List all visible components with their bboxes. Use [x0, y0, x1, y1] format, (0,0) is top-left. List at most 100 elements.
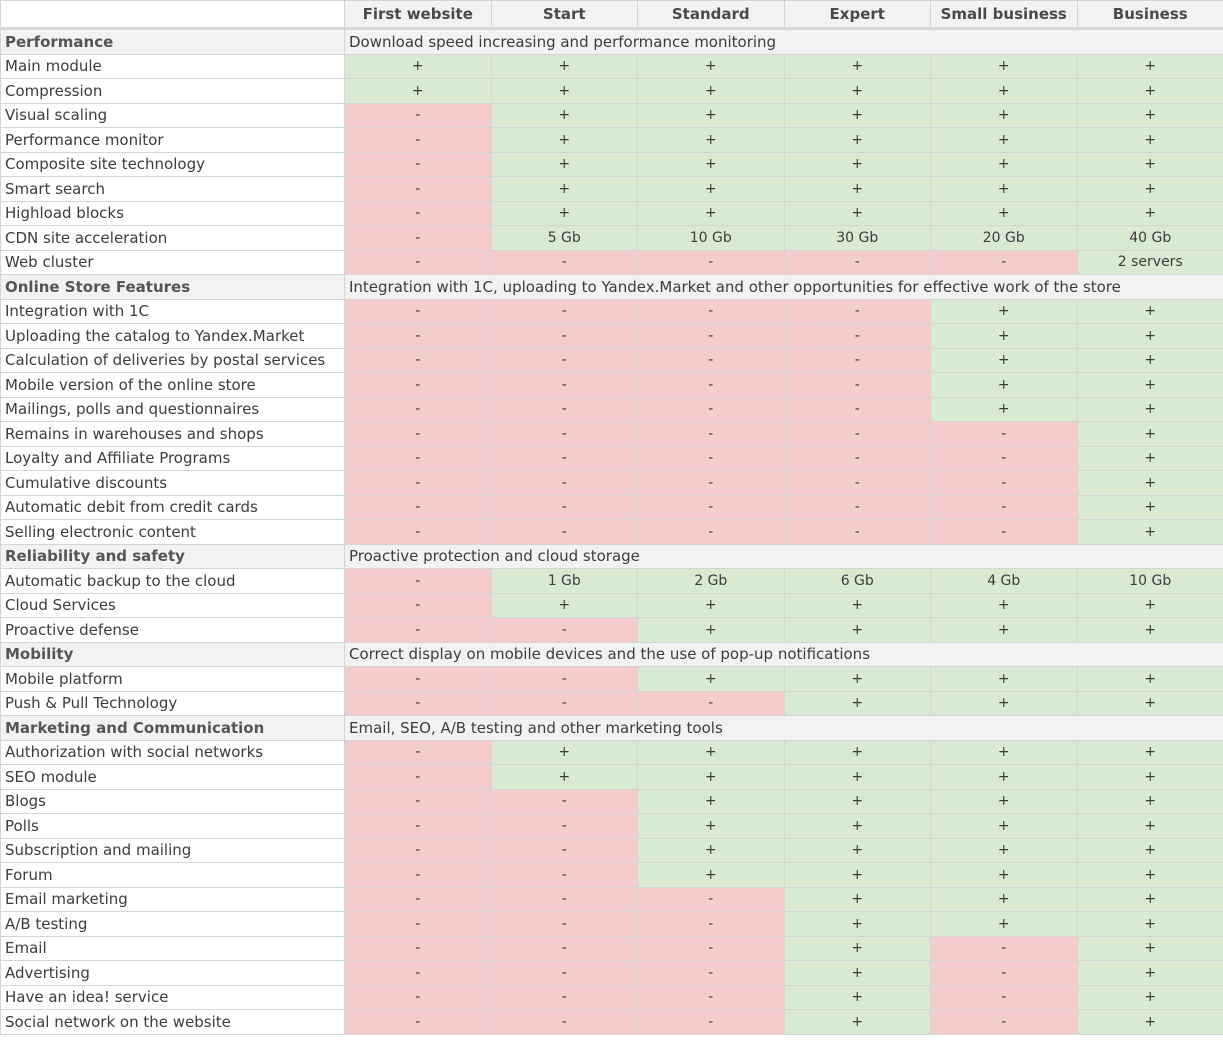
plan-value-cell: +	[783, 935, 931, 961]
plan-value-cell: -	[783, 396, 931, 422]
plan-value-cell: -	[783, 494, 931, 520]
plan-value-cell: +	[344, 53, 492, 79]
header-row: First website Start Standard Expert Smal…	[0, 0, 1223, 30]
plan-value-cell: +	[1076, 78, 1223, 104]
table-row: Remains in warehouses and shops - - - - - +	[0, 421, 1223, 447]
plan-value-cell: -	[344, 788, 492, 814]
plan-value-cell: -	[783, 249, 931, 275]
plan-value-cell: -	[344, 347, 492, 373]
table-row: Subscription and mailing - - + + + +	[0, 837, 1223, 863]
plan-value-cell: +	[930, 764, 1078, 790]
plan-value-cell: -	[490, 445, 638, 471]
plan-value-cell: -	[637, 984, 785, 1010]
plan-value-cell: 20 Gb	[930, 225, 1078, 251]
plan-value-cell: +	[1076, 764, 1223, 790]
feature-name: Forum	[0, 862, 345, 888]
plan-value-cell: +	[1076, 911, 1223, 937]
feature-name: Mobile version of the online store	[0, 372, 345, 398]
plan-value-cell: -	[344, 813, 492, 839]
plan-value-cell: +	[637, 176, 785, 202]
plan-value-cell: -	[637, 519, 785, 545]
plan-value-cell: +	[1076, 813, 1223, 839]
table-row: Push & Pull Technology - - - + + +	[0, 690, 1223, 716]
table-row: Automatic debit from credit cards - - - - - +	[0, 494, 1223, 520]
plan-value-cell: -	[637, 421, 785, 447]
section-description: Download speed increasing and performanc…	[344, 28, 1223, 55]
plan-value-cell: +	[930, 298, 1078, 324]
plan-value-cell: -	[344, 298, 492, 324]
feature-name: CDN site acceleration	[0, 225, 345, 251]
plan-value-cell: +	[1076, 960, 1223, 986]
plan-value-cell: -	[930, 494, 1078, 520]
plan-value-cell: +	[930, 323, 1078, 349]
plan-value-cell: -	[344, 470, 492, 496]
section-description: Proactive protection and cloud storage	[344, 543, 1223, 569]
feature-name: Web cluster	[0, 249, 345, 275]
plan-value-cell: -	[490, 298, 638, 324]
section-title: Reliability and safety	[0, 543, 345, 569]
plan-value-cell: +	[1076, 617, 1223, 643]
plan-value-cell: +	[1076, 102, 1223, 128]
plan-value-cell: -	[490, 935, 638, 961]
plan-value-cell: +	[490, 200, 638, 226]
plan-value-cell: +	[637, 739, 785, 765]
plan-value-cell: +	[930, 347, 1078, 373]
table-row: Advertising - - - + - +	[0, 960, 1223, 986]
plan-value-cell: +	[783, 592, 931, 618]
table-row: Uploading the catalog to Yandex.Market - -…	[0, 323, 1223, 349]
plan-value-cell: +	[783, 1009, 931, 1035]
feature-name: Proactive defense	[0, 617, 345, 643]
plan-value-cell: +	[783, 127, 931, 153]
plan-value-cell: -	[490, 347, 638, 373]
header-blank	[0, 0, 345, 30]
plan-value-cell: +	[930, 176, 1078, 202]
table-row: Selling electronic content - - - - - +	[0, 519, 1223, 545]
feature-name: Mobile platform	[0, 666, 345, 692]
plan-value-cell: -	[930, 445, 1078, 471]
table-body: Performance Download speed increasing and…	[0, 28, 1223, 1035]
plan-value-cell: +	[930, 127, 1078, 153]
plan-value-cell: +	[1076, 372, 1223, 398]
plan-value-cell: +	[783, 862, 931, 888]
plan-value-cell: -	[783, 445, 931, 471]
feature-name: Blogs	[0, 788, 345, 814]
section-row: Reliability and safety Proactive protecti…	[0, 543, 1223, 569]
plan-value-cell: 10 Gb	[1076, 568, 1223, 594]
plan-value-cell: +	[930, 837, 1078, 863]
plan-value-cell: -	[783, 323, 931, 349]
plan-value-cell: 10 Gb	[637, 225, 785, 251]
plan-value-cell: +	[637, 813, 785, 839]
plan-value-cell: -	[930, 421, 1078, 447]
plan-value-cell: +	[1076, 53, 1223, 79]
plan-value-cell: -	[490, 396, 638, 422]
plan-value-cell: -	[637, 911, 785, 937]
plan-value-cell: -	[344, 519, 492, 545]
plan-value-cell: +	[783, 200, 931, 226]
plan-value-cell: -	[637, 935, 785, 961]
plan-value-cell: +	[637, 666, 785, 692]
plan-value-cell: -	[930, 984, 1078, 1010]
plan-value-cell: +	[783, 666, 931, 692]
plan-value-cell: +	[930, 592, 1078, 618]
plan-value-cell: +	[783, 102, 931, 128]
plan-value-cell: -	[344, 911, 492, 937]
plan-value-cell: +	[930, 690, 1078, 716]
plan-value-cell: -	[490, 788, 638, 814]
plan-value-cell: -	[930, 960, 1078, 986]
plan-value-cell: -	[783, 347, 931, 373]
feature-name: Calculation of deliveries by postal serv…	[0, 347, 345, 373]
plan-value-cell: +	[1076, 592, 1223, 618]
table-row: Performance monitor - + + + + +	[0, 127, 1223, 153]
section-title: Performance	[0, 28, 345, 55]
header-plan-expert: Expert	[783, 0, 931, 30]
table-row: Main module + + + + + +	[0, 53, 1223, 79]
plan-value-cell: +	[1076, 445, 1223, 471]
feature-name: Push & Pull Technology	[0, 690, 345, 716]
feature-name: SEO module	[0, 764, 345, 790]
plan-value-cell: +	[783, 176, 931, 202]
header-plan-start: Start	[490, 0, 638, 30]
plan-value-cell: 30 Gb	[783, 225, 931, 251]
plan-value-cell: +	[930, 151, 1078, 177]
table-row: Forum - - + + + +	[0, 862, 1223, 888]
table-row: Cumulative discounts - - - - - +	[0, 470, 1223, 496]
